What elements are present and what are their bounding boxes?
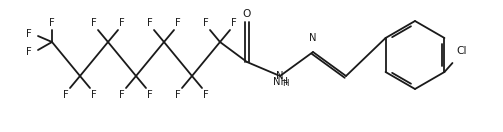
Text: F: F [231,18,237,28]
Text: F: F [49,18,55,28]
Text: F: F [203,18,209,28]
Text: F: F [26,47,32,57]
Text: F: F [147,90,153,100]
Text: F: F [91,90,97,100]
Text: F: F [26,29,32,39]
Text: NH: NH [274,77,289,87]
Text: Cl: Cl [456,46,467,56]
Text: H: H [282,79,288,88]
Text: F: F [91,18,97,28]
Text: O: O [243,9,251,19]
Text: F: F [119,90,125,100]
Text: F: F [147,18,153,28]
Text: N: N [276,71,284,81]
Text: F: F [175,18,181,28]
Text: F: F [203,90,209,100]
Text: N: N [309,33,317,43]
Text: F: F [175,90,181,100]
Text: F: F [119,18,125,28]
Text: F: F [63,90,69,100]
